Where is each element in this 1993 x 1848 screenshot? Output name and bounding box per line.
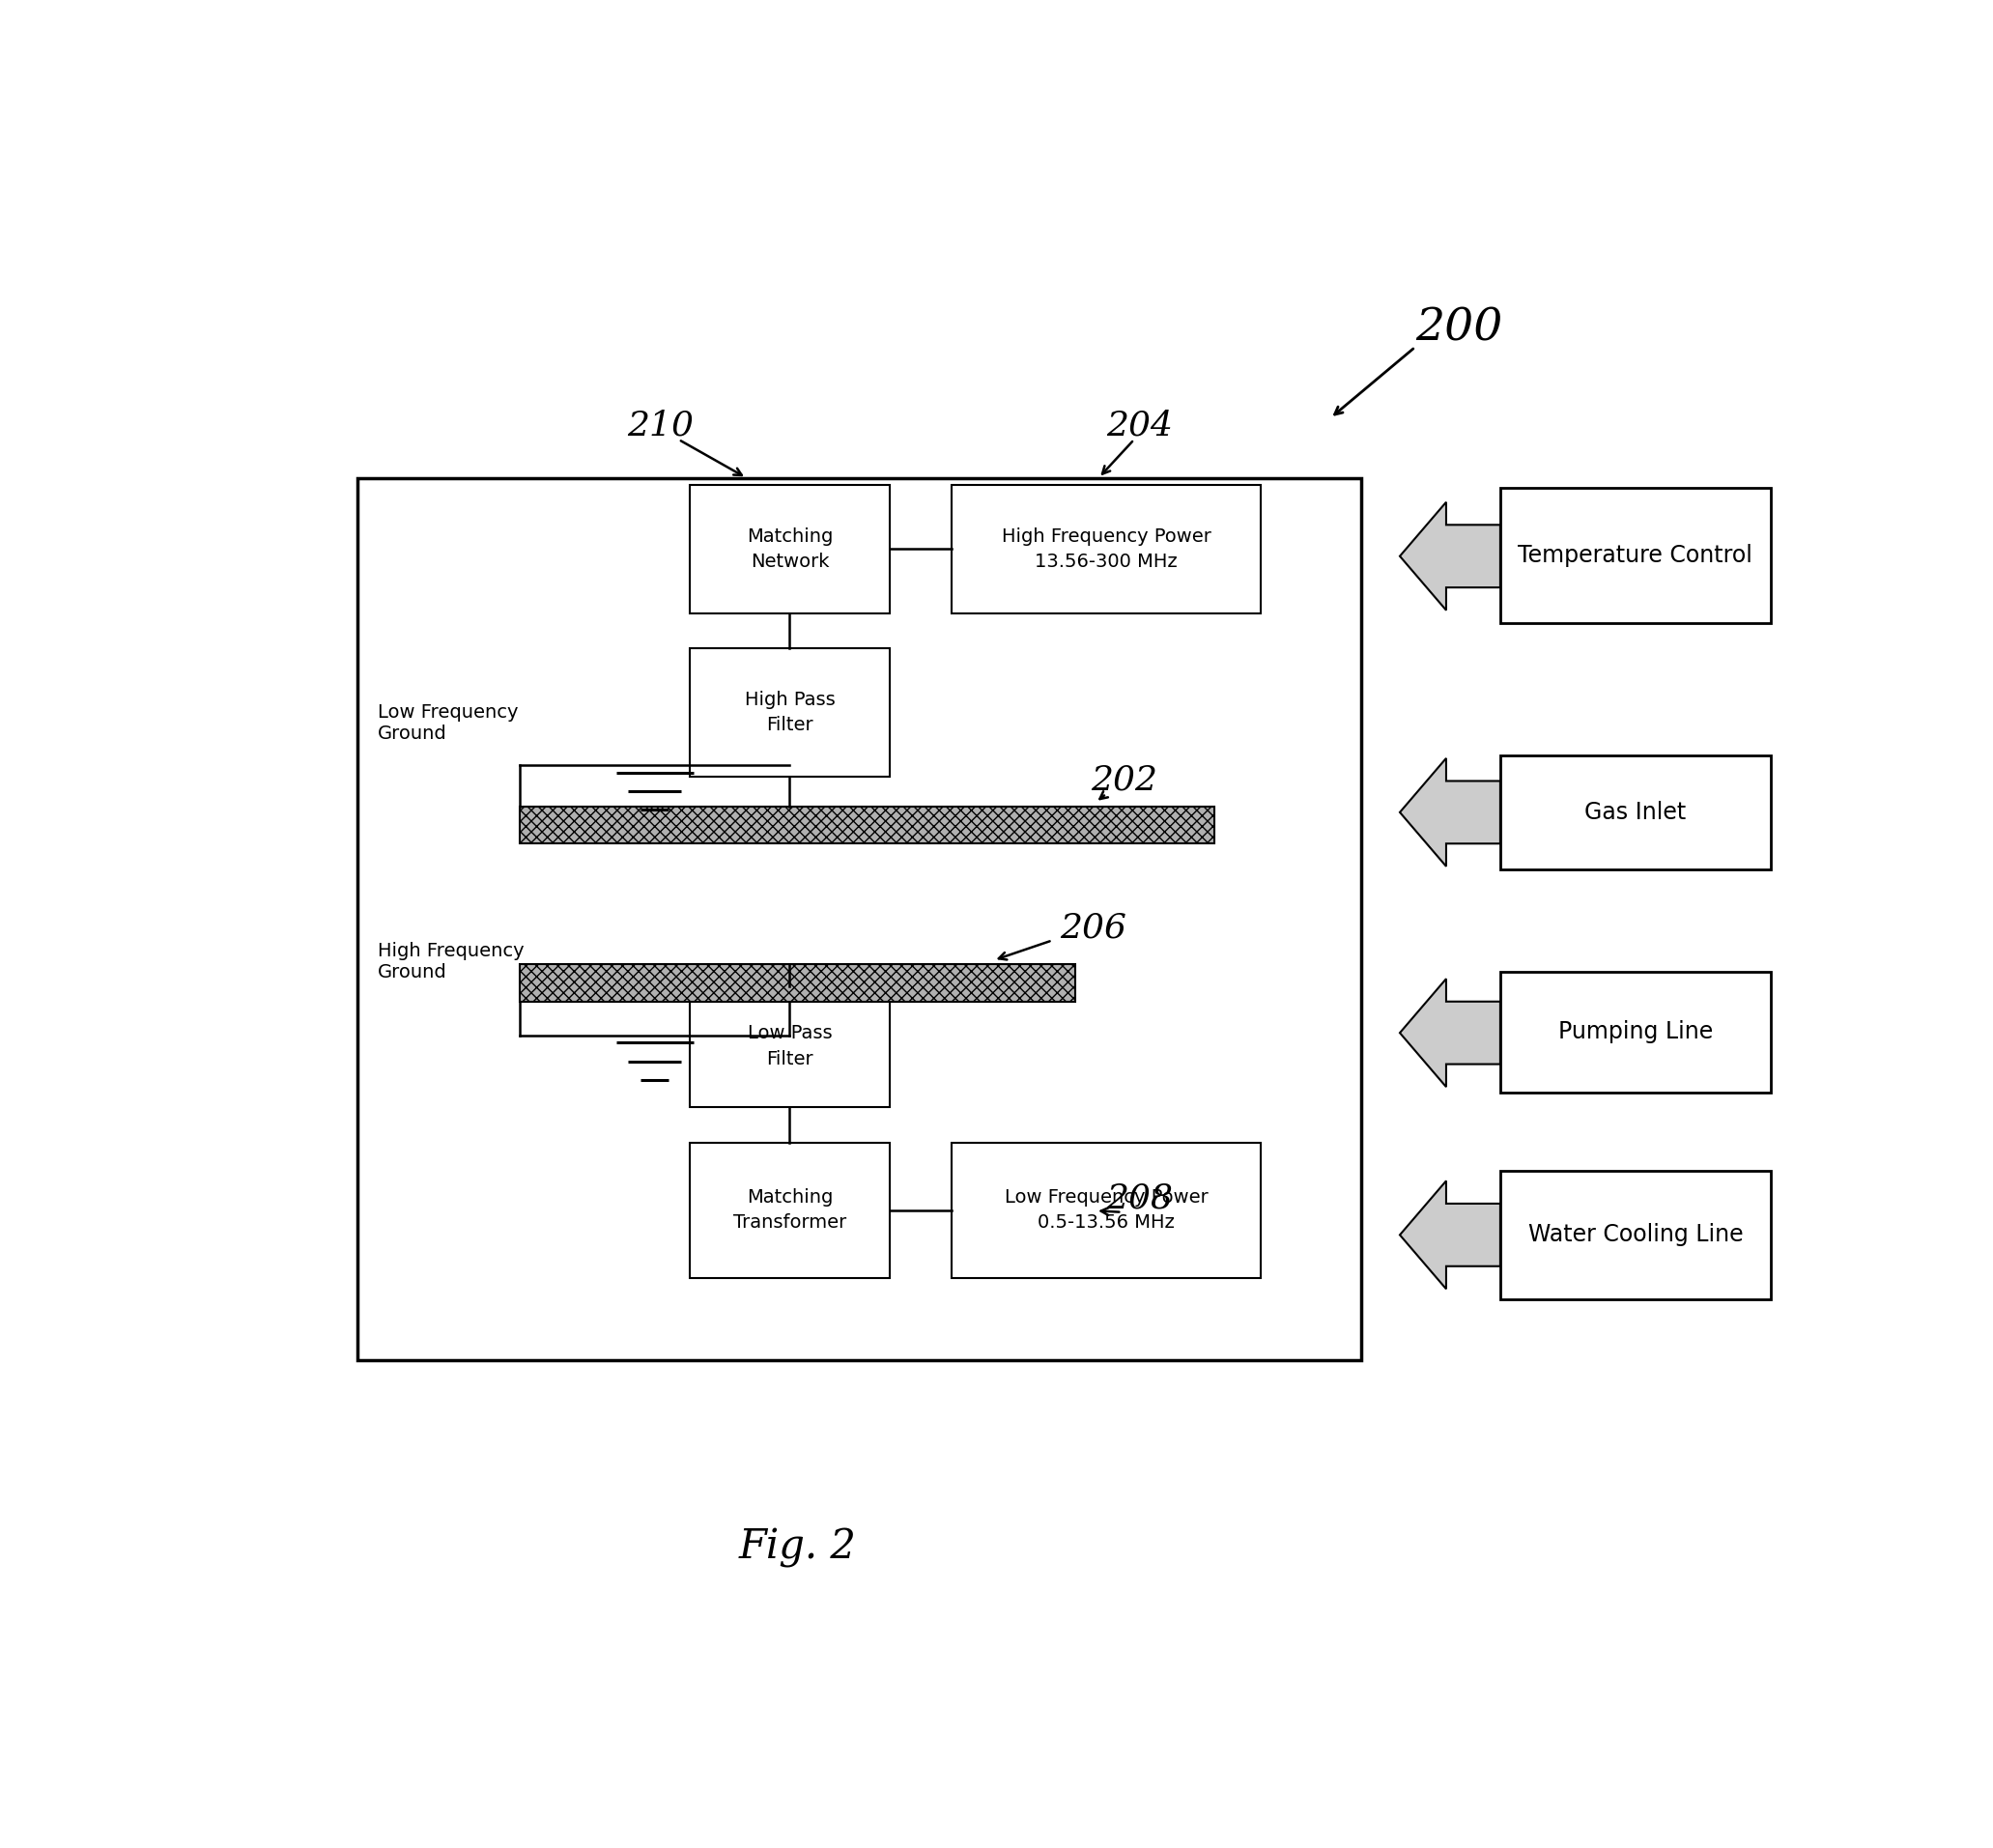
Bar [1501,488,1770,623]
Text: Low Pass
Filter: Low Pass Filter [747,1024,831,1068]
Bar [690,985,891,1107]
Text: Matching
Transformer: Matching Transformer [733,1188,847,1233]
Bar [520,965,1076,1002]
Text: 204: 204 [1106,410,1174,442]
Polygon shape [1399,758,1501,867]
Text: 202: 202 [1090,763,1158,796]
Text: Low Frequency
Ground: Low Frequency Ground [377,702,518,743]
Bar [690,1142,891,1277]
Text: Low Frequency Power
0.5-13.56 MHz: Low Frequency Power 0.5-13.56 MHz [1004,1188,1208,1233]
Polygon shape [1399,503,1501,610]
Text: High Frequency
Ground: High Frequency Ground [377,942,524,981]
Bar [520,806,1214,843]
Bar [357,479,1361,1360]
Text: Gas Inlet: Gas Inlet [1584,800,1686,824]
Bar [690,484,891,614]
Text: High Frequency Power
13.56-300 MHz: High Frequency Power 13.56-300 MHz [1002,527,1212,571]
Bar [690,649,891,776]
Text: High Pass
Filter: High Pass Filter [745,691,835,736]
Bar [953,1142,1262,1277]
Bar [1501,756,1770,869]
Bar [1501,1172,1770,1299]
Text: 206: 206 [1060,911,1126,944]
Text: 200: 200 [1415,307,1503,349]
Text: Water Cooling Line: Water Cooling Line [1529,1223,1744,1247]
Text: 210: 210 [628,410,694,442]
Text: Fig. 2: Fig. 2 [739,1528,857,1569]
Text: Matching
Network: Matching Network [747,527,833,571]
Polygon shape [1399,1181,1501,1290]
Text: Pumping Line: Pumping Line [1559,1020,1712,1044]
Bar [1501,972,1770,1092]
Text: Temperature Control: Temperature Control [1519,543,1752,567]
Text: 208: 208 [1106,1183,1174,1214]
Polygon shape [1399,979,1501,1087]
Bar [953,484,1262,614]
